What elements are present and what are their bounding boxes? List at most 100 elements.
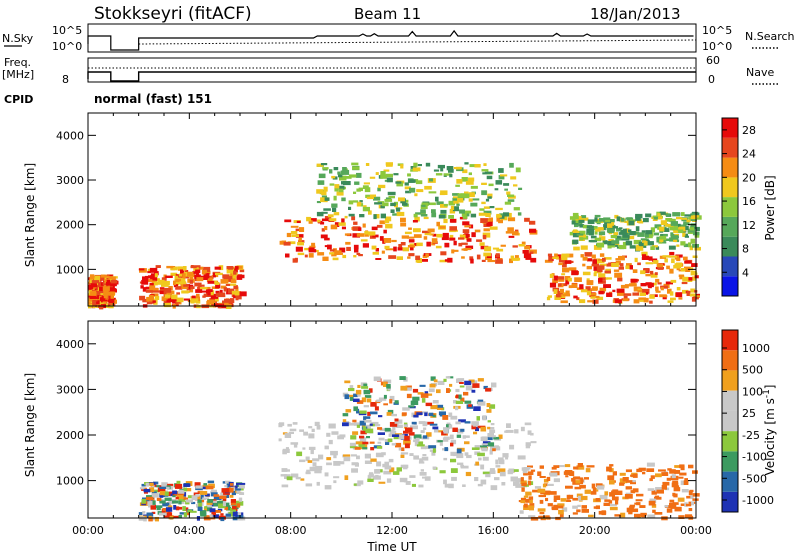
- range-cell: [238, 484, 245, 489]
- range-cell: [632, 231, 640, 235]
- range-cell: [432, 448, 436, 453]
- range-cell: [684, 514, 693, 519]
- range-cell: [588, 514, 594, 518]
- range-cell: [370, 411, 378, 415]
- range-cell: [359, 410, 367, 414]
- range-cell: [546, 476, 551, 481]
- range-cell: [412, 396, 420, 401]
- range-cell: [449, 173, 453, 178]
- range-cell: [324, 485, 332, 490]
- range-cell: [630, 508, 639, 513]
- range-cell: [88, 304, 92, 309]
- range-cell: [402, 412, 407, 416]
- range-cell: [645, 273, 651, 277]
- range-cell: [427, 228, 435, 233]
- range-cell: [384, 461, 390, 466]
- range-cell: [383, 382, 387, 387]
- range-cell: [513, 481, 520, 486]
- range-cell: [654, 232, 660, 236]
- range-cell: [514, 429, 519, 434]
- colorbar-swatch: [722, 157, 738, 178]
- range-cell: [373, 214, 377, 220]
- range-cell: [177, 494, 184, 499]
- range-cell: [545, 515, 550, 519]
- range-cell: [370, 447, 375, 451]
- range-cell: [378, 481, 386, 484]
- range-cell: [99, 297, 108, 302]
- range-cell: [580, 254, 584, 258]
- range-cell: [440, 251, 447, 256]
- range-cell: [334, 187, 339, 192]
- range-cell: [99, 286, 107, 291]
- range-cell: [231, 490, 236, 496]
- range-cell: [505, 231, 513, 234]
- range-cell: [475, 461, 479, 466]
- range-cell: [425, 393, 433, 396]
- colorbar-frame: [721, 117, 739, 297]
- range-cell: [357, 394, 361, 397]
- range-cell: [654, 495, 660, 499]
- range-cell: [331, 431, 339, 435]
- range-cell: [182, 506, 186, 511]
- range-cell: [192, 510, 197, 513]
- range-cell: [565, 485, 573, 489]
- range-cell: [179, 281, 187, 285]
- range-cell: [198, 282, 202, 287]
- range-cell: [364, 460, 372, 464]
- range-cell: [161, 296, 169, 302]
- range-cell: [684, 478, 688, 481]
- range-cell: [362, 243, 369, 248]
- range-cell: [442, 232, 449, 238]
- range-cell: [353, 244, 359, 250]
- range-cell: [380, 205, 385, 209]
- range-cell: [110, 279, 118, 284]
- range-cell: [332, 257, 339, 261]
- colorbar-swatch: [722, 370, 738, 391]
- range-cell: [459, 382, 464, 384]
- range-cell: [334, 184, 340, 189]
- range-cell: [654, 224, 662, 229]
- range-cell: [331, 203, 338, 208]
- range-cell: [392, 471, 400, 475]
- range-cell: [525, 498, 531, 503]
- range-cell: [286, 476, 293, 481]
- range-cell: [418, 484, 424, 488]
- range-cell: [650, 227, 655, 233]
- range-cell: [341, 181, 346, 185]
- range-cell: [634, 513, 640, 518]
- range-cell: [669, 268, 674, 274]
- colorbar-swatch: [722, 451, 738, 472]
- range-cell: [539, 512, 545, 515]
- range-cell: [425, 402, 433, 407]
- range-cell: [394, 419, 403, 424]
- range-cell: [142, 276, 149, 281]
- range-cell: [530, 441, 537, 444]
- range-cell: [433, 169, 440, 172]
- range-cell: [483, 252, 491, 257]
- range-cell: [688, 508, 693, 512]
- range-cell: [316, 481, 320, 486]
- range-cell: [182, 290, 190, 293]
- range-cell: [409, 475, 416, 478]
- range-cell: [105, 293, 112, 296]
- range-cell: [215, 303, 223, 308]
- range-cell: [304, 247, 310, 251]
- colorbar-tick-label: 16: [742, 195, 756, 208]
- range-cell: [599, 263, 607, 267]
- range-cell: [421, 411, 428, 414]
- range-cell: [558, 509, 564, 515]
- range-cell: [420, 214, 428, 217]
- range-cell: [508, 217, 516, 222]
- range-cell: [663, 228, 670, 232]
- range-cell: [187, 272, 194, 277]
- range-cell: [670, 504, 677, 509]
- range-cell: [406, 393, 412, 399]
- range-cell: [507, 470, 513, 475]
- range-cell: [378, 184, 386, 189]
- range-cell: [598, 290, 604, 295]
- range-cell: [388, 458, 394, 463]
- range-cell: [460, 397, 465, 402]
- range-cell: [654, 512, 663, 515]
- range-cell: [534, 486, 542, 489]
- range-cell: [580, 245, 588, 250]
